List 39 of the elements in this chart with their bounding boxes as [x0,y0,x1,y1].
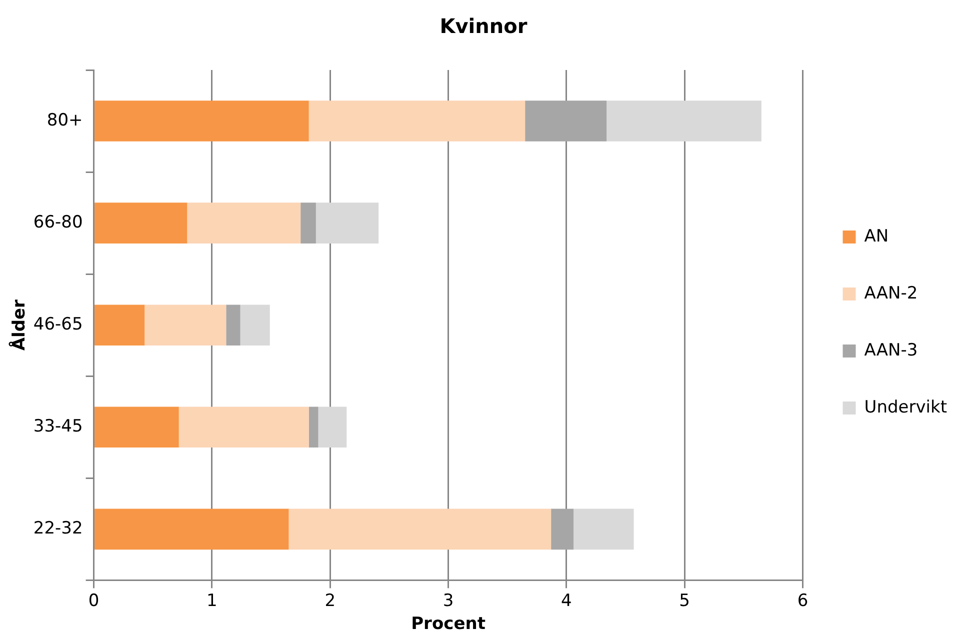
bar [606,100,762,142]
bar [318,406,347,448]
bar [187,202,301,244]
bar [94,406,179,448]
bar [94,508,289,550]
bar [94,100,309,142]
bar [316,202,379,244]
y-tick-label: 33-45 [33,416,83,437]
x-tick-label: 6 [797,590,808,611]
x-tick-label: 1 [206,590,218,611]
bar [308,406,318,448]
bar [525,100,607,142]
chart-title: Kvinnor [440,14,528,38]
bar [288,508,552,550]
bar [574,508,634,550]
bar [94,304,145,346]
x-tick-label: 5 [679,590,690,611]
bar [94,202,188,244]
y-axis-title: Ålder [8,298,30,351]
y-tick-label: 46-65 [33,314,83,335]
x-tick-label: 3 [442,590,454,611]
x-tick-label: 0 [88,590,100,611]
y-tick-label: 22-32 [33,518,83,539]
bar [551,508,574,550]
legend-label: AAN-3 [864,340,918,360]
legend-label: Undervikt [864,397,948,418]
bar [226,304,240,346]
bar [178,406,309,448]
y-tick-label: 66-80 [33,212,83,232]
x-tick-label: 2 [324,590,336,611]
bar [144,304,226,346]
legend-label: AN [864,226,889,246]
bar [308,100,526,142]
legend-label: AAN-2 [864,283,918,304]
bar [300,202,316,244]
x-axis-title: Procent [411,614,486,634]
x-tick-label: 4 [561,590,572,611]
y-tick-label: 80+ [46,110,83,130]
bar [240,304,270,346]
